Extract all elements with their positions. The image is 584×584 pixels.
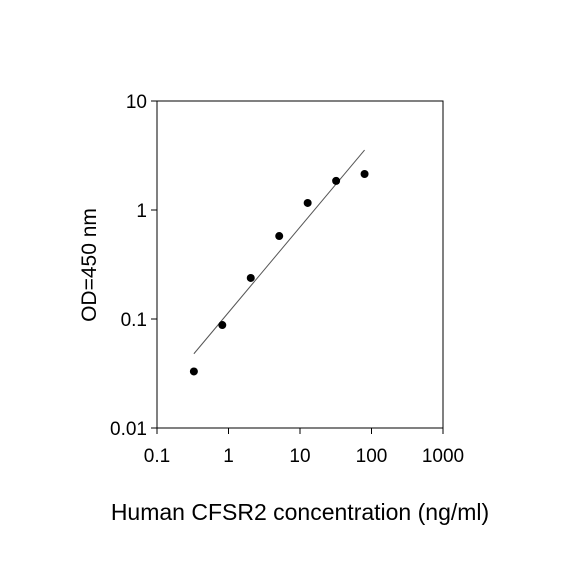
data-point	[246, 273, 255, 282]
x-tick-label: 1000	[422, 446, 464, 467]
data-point	[332, 176, 341, 185]
x-tick-label: 100	[356, 446, 388, 467]
plot-frame	[156, 100, 444, 429]
data-point	[360, 169, 369, 178]
data-point	[303, 198, 312, 207]
y-tick-label: 1	[136, 201, 147, 222]
x-tick-label: 10	[289, 446, 310, 467]
data-point	[218, 321, 227, 330]
data-point	[189, 367, 198, 376]
x-tick-label: 0.1	[144, 446, 170, 467]
x-tick-label: 1	[223, 446, 234, 467]
x-axis-title: Human CFSR2 concentration (ng/ml)	[111, 499, 489, 525]
data-point	[275, 232, 284, 241]
y-tick-label: 0.1	[121, 310, 147, 331]
y-tick-label: 0.01	[110, 419, 147, 440]
y-axis-title: OD=450 nm	[78, 208, 101, 322]
y-tick-label: 10	[126, 92, 147, 113]
